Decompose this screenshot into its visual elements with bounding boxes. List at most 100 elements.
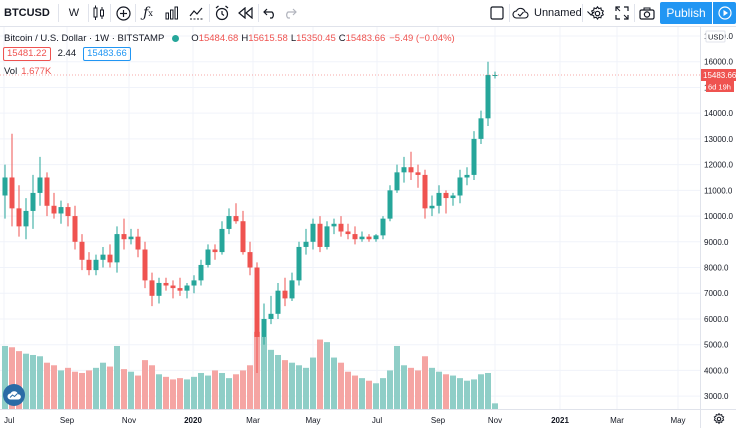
volume-bar [345,371,351,409]
series-title[interactable]: Bitcoin / U.S. Dollar · 1W · BITSTAMP [4,32,165,44]
layout-select-icon[interactable] [487,2,507,24]
volume-bar [436,371,442,409]
tradingview-logo-badge[interactable] [3,384,25,406]
volume-bar [142,360,148,409]
redo-icon[interactable] [281,2,299,24]
volume-bar [324,342,330,409]
volume-bar [219,372,225,409]
price-scale[interactable]: 3000.0 4000.0 5000.0 6000.0 7000.0 8000.0 9000… [700,27,736,409]
fullscreen-icon[interactable] [612,2,632,24]
candle-body [16,208,22,227]
alert-clock-icon[interactable] [212,2,232,24]
undo-icon[interactable] [261,2,279,24]
publish-menu-button[interactable] [713,2,736,24]
snapshot-camera-icon[interactable] [637,2,657,24]
volume-bar [303,367,309,409]
toolbar-divider [110,4,111,22]
volume-bar [177,378,183,409]
toolbar-divider [58,4,59,22]
candle-body [317,223,323,247]
current-price-label: 15483.66 [703,71,736,80]
play-circle-icon [717,6,732,20]
price-axis[interactable]: 3000.0 4000.0 5000.0 6000.0 7000.0 8000.0 9000… [701,27,736,409]
price-tick-label: 14000.0 [704,109,733,118]
candle-body [289,280,295,299]
financials-bars-icon[interactable] [163,2,181,24]
templates-icon[interactable] [187,2,207,24]
time-tick-label: Sep [60,416,75,425]
volume-bar [429,367,435,409]
candlestick-chart[interactable] [0,27,700,409]
candle-body [65,207,71,217]
candle-body [44,177,50,206]
candle-body [9,177,15,209]
candle-body [233,216,239,222]
sell-price-button[interactable]: 15481.22 [3,46,51,61]
chart-pane[interactable] [0,27,700,409]
volume-bar [387,370,393,409]
candle-body [408,167,414,173]
volume-bar [450,375,456,409]
time-axis[interactable]: Jul Sep Nov 2020 Mar May Jul Sep Nov 2021 Mar May [0,410,700,428]
high-label: H [241,32,249,44]
toolbar-divider [209,4,210,22]
volume-bar [156,374,162,409]
bid-ask-row: 15481.22 2.44 15483.66 [3,46,131,61]
candle-body [485,75,491,119]
volume-bar [184,379,190,409]
volume-legend[interactable]: Vol 1.677K [4,66,51,77]
volume-bar [65,367,71,409]
volume-bar [114,345,120,409]
high-value: 15615.58 [248,32,288,44]
chart-settings-button[interactable] [700,409,736,428]
candle-body [184,285,190,291]
candle-body [58,207,64,214]
countdown-label: 6d 19h [708,83,731,92]
volume-bar [289,362,295,409]
candle-body [198,264,204,281]
time-scale[interactable]: Jul Sep Nov 2020 Mar May Jul Sep Nov 2021 Mar May [0,409,700,428]
current-price-badge [701,69,736,82]
volume-bar [51,365,57,409]
volume-bar [37,356,43,409]
volume-bar [247,365,253,409]
price-tick-label: 16000.0 [704,58,733,67]
publish-label: Publish [666,6,706,20]
volume-bar [121,369,127,409]
chart-style-candles-icon[interactable] [90,2,108,24]
volume-bar [100,362,106,409]
candle-body [443,192,449,199]
time-tick-label: Mar [610,416,624,425]
volume-bar [58,370,64,409]
time-tick-label: May [305,416,320,425]
cloud-logo-icon [7,391,21,400]
candle-body [254,267,260,337]
candle-body [72,216,78,242]
interval-button[interactable]: W [64,2,84,24]
candle-body [23,210,29,227]
price-tick-label: 11000.0 [704,186,733,195]
buy-price-button[interactable]: 15483.66 [83,46,131,61]
symbol-search-button[interactable]: BTCUSD [4,2,56,24]
candle-body [268,313,274,319]
candle-body [436,192,442,206]
volume-bar [296,365,302,409]
candle-body [345,231,351,235]
volume-bar [352,375,358,409]
volume-bar [170,379,176,409]
candle-body [450,195,456,199]
settings-gear-icon[interactable] [587,2,607,24]
price-tick-label: 7000.0 [704,289,729,298]
price-tick-label: 5000.0 [704,341,729,350]
candle-body [156,282,162,296]
compare-add-icon[interactable] [113,2,133,24]
volume-bar [240,370,246,409]
volume-bar [331,357,337,409]
volume-bar [72,371,78,409]
countdown-badge [706,81,734,93]
bar-replay-icon[interactable] [236,2,256,24]
publish-button[interactable]: Publish [660,2,712,24]
volume-bar [44,362,50,409]
layout-name-label: Unnamed [534,7,582,19]
